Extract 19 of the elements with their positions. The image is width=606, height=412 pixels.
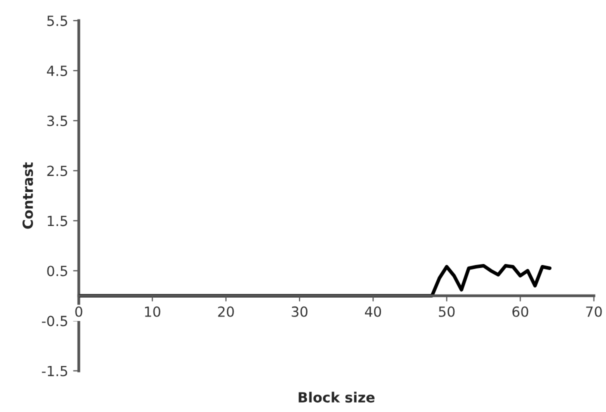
x-tick-label: 0 (75, 306, 82, 317)
x-tick-label: 30 (292, 306, 308, 317)
x-axis-title: Block size (298, 392, 375, 403)
x-tick-label: 50 (438, 306, 455, 317)
x-tick-label: 10 (145, 306, 160, 317)
x-tick-label: 40 (364, 306, 382, 317)
y-tick-label: 3.5 (47, 116, 68, 126)
y-tick-label: -1.5 (42, 366, 68, 376)
x-tick-label: 60 (512, 306, 528, 317)
y-tick-label: 1.5 (48, 216, 68, 226)
y-tick-label: -0.5 (42, 316, 68, 326)
y-tick-label: 0.5 (47, 266, 68, 276)
y-axis-title: Contrast (22, 162, 34, 229)
y-tick-label: 4.5 (46, 66, 68, 76)
y-tick-label: 5.5 (47, 16, 68, 26)
y-tick-label: 2.5 (47, 166, 68, 176)
x-tick-label: 20 (218, 306, 234, 317)
x-tick-label: 70 (586, 306, 602, 317)
line-series (78, 264, 552, 298)
